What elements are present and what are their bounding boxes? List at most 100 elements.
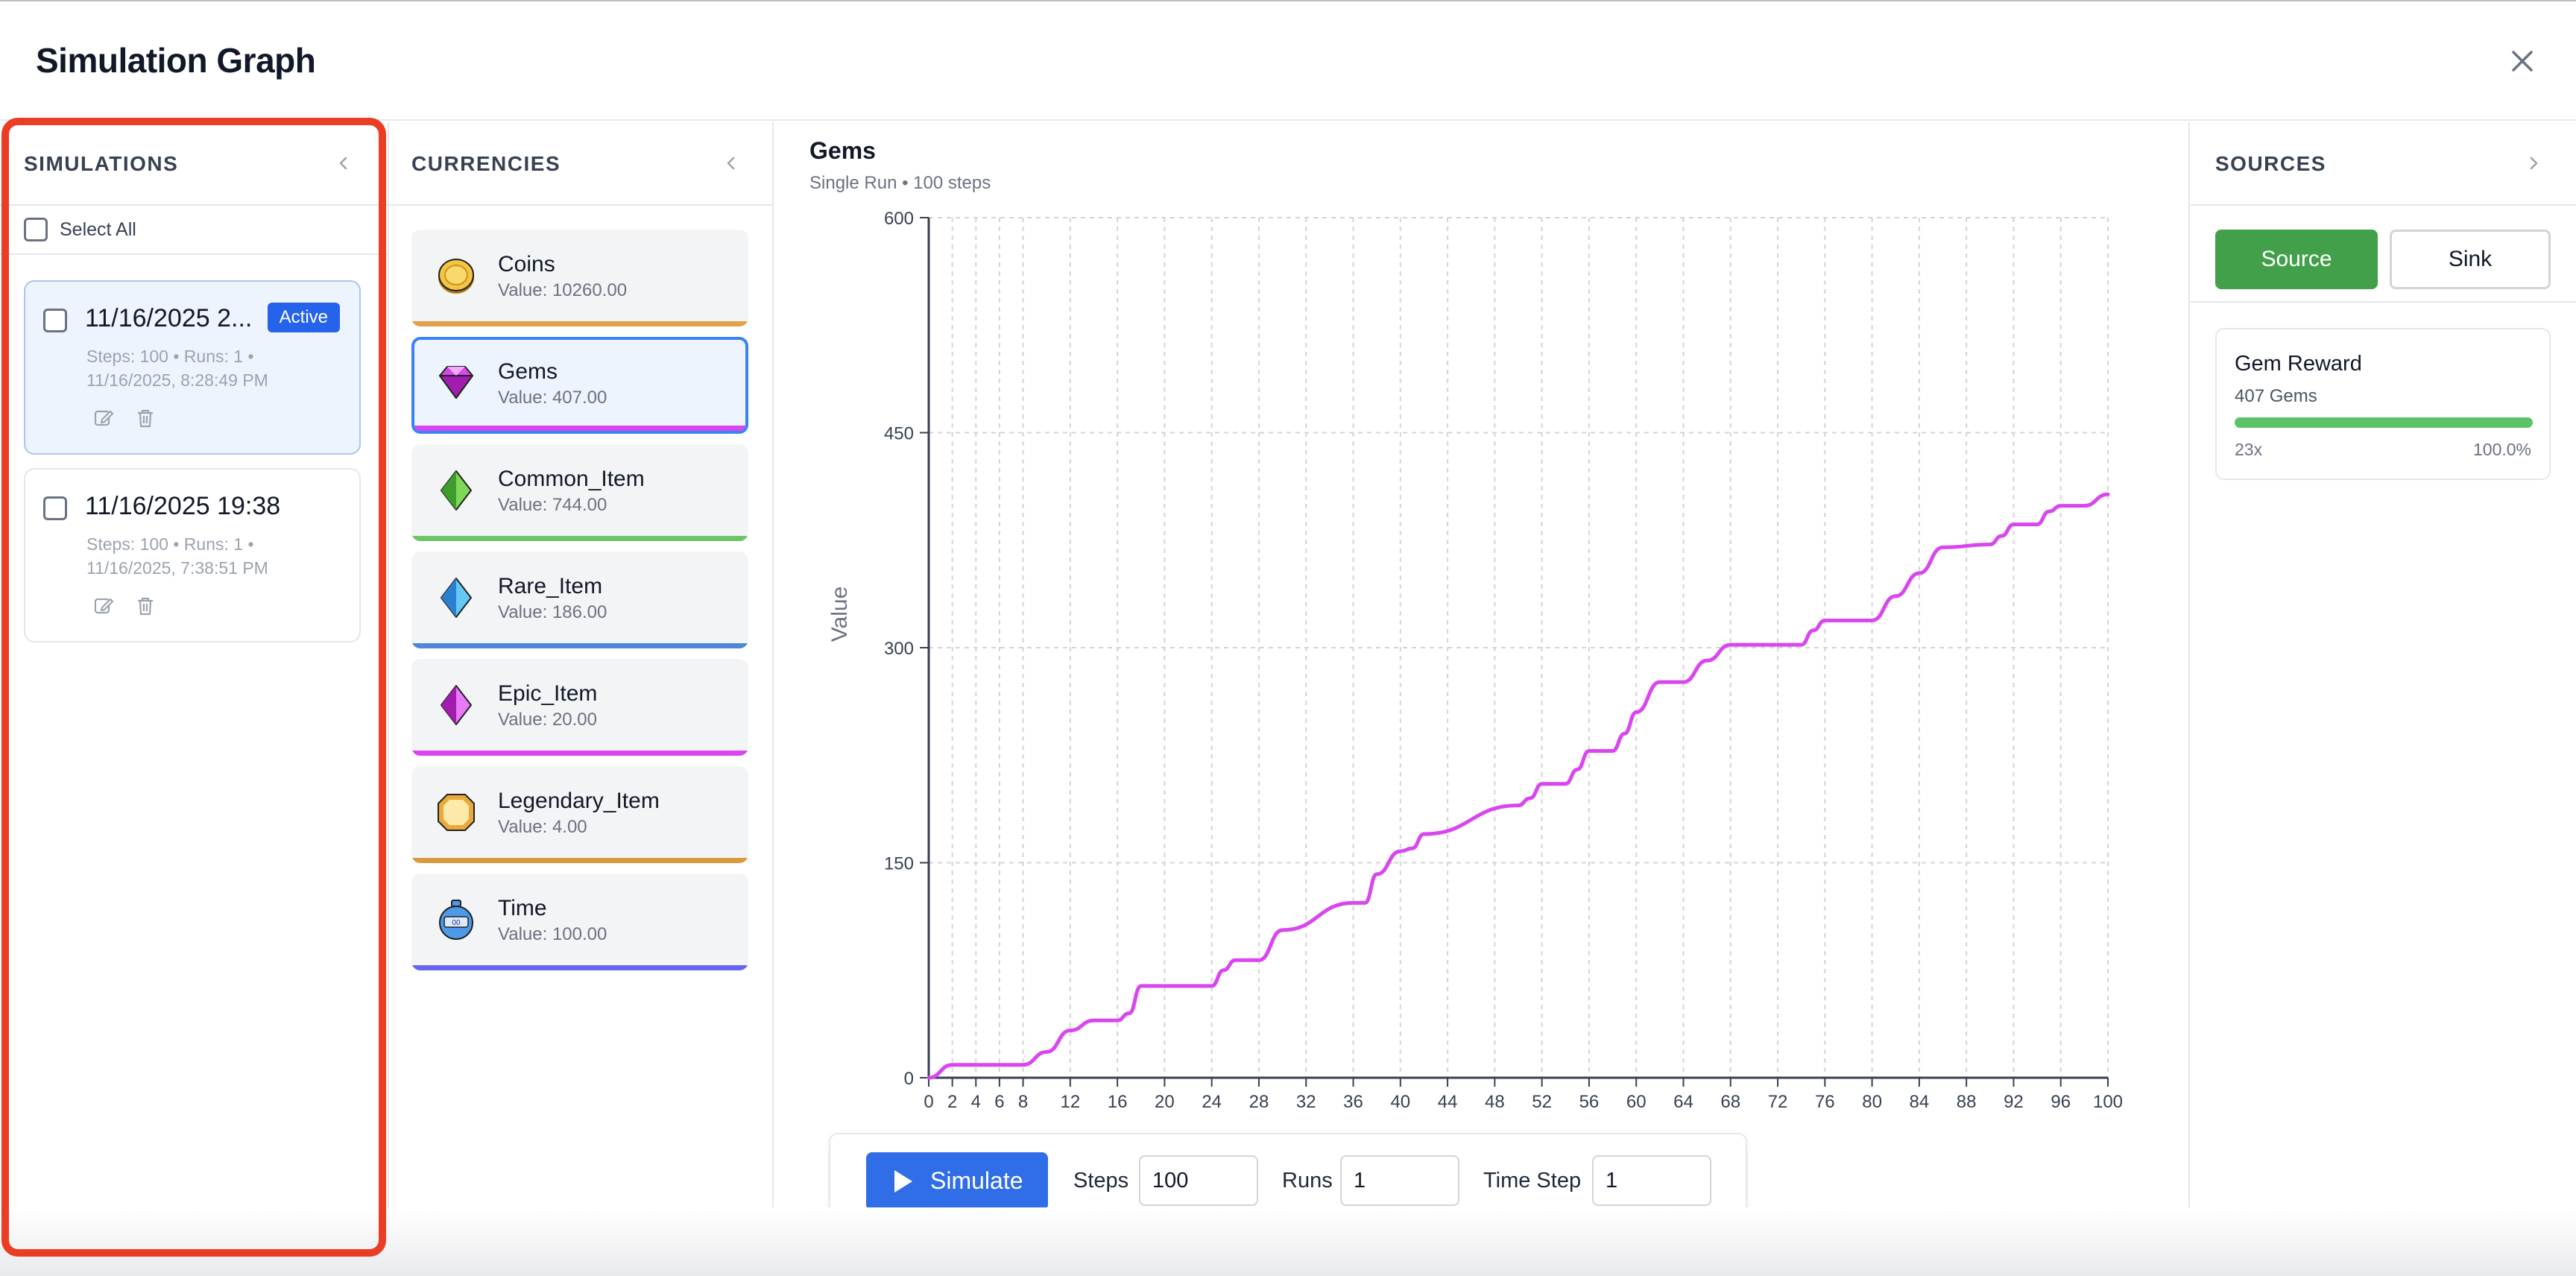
simulation-meta-line2: 11/16/2025, 8:28:49 PM — [86, 370, 268, 390]
y-tick-label: 150 — [884, 854, 914, 874]
y-axis-label: Value — [827, 587, 852, 642]
currency-card-coins[interactable]: Coins Value: 10260.00 — [411, 230, 748, 326]
x-tick-label: 84 — [1910, 1092, 1930, 1112]
source-percent: 100.0% — [2472, 440, 2531, 459]
x-tick-label: 0 — [924, 1092, 933, 1112]
time-step-input[interactable] — [1592, 1155, 1711, 1206]
green-crystal-icon — [441, 470, 472, 511]
simulation-checkbox[interactable] — [43, 309, 67, 332]
y-tick-label: 600 — [884, 209, 914, 229]
status-badge: Active — [267, 303, 340, 332]
x-tick-label: 80 — [1862, 1092, 1882, 1112]
x-tick-label: 36 — [1343, 1092, 1363, 1112]
sink-tab-button[interactable]: Sink — [2390, 230, 2551, 289]
currency-card-gems[interactable]: Gems Value: 407.00 — [411, 337, 748, 434]
runs-input[interactable] — [1340, 1155, 1459, 1206]
currency-name: Epic_Item — [498, 681, 598, 706]
coin-icon — [438, 259, 474, 294]
x-tick-label: 64 — [1673, 1092, 1693, 1112]
chevron-right-icon[interactable] — [2522, 152, 2545, 174]
currency-value: Value: 20.00 — [498, 710, 597, 730]
simulation-meta-line1: Steps: 100 • Runs: 1 • — [86, 534, 254, 554]
progress-track — [2235, 417, 2533, 428]
sources-heading: SOURCES — [2215, 152, 2326, 175]
trash-icon[interactable] — [134, 407, 157, 429]
simulation-meta-line2: 11/16/2025, 7:38:51 PM — [86, 558, 268, 578]
panel-divider — [388, 122, 389, 1210]
x-tick-label: 56 — [1579, 1092, 1600, 1112]
source-title: Gem Reward — [2235, 352, 2362, 376]
chart-title: Gems — [809, 137, 876, 164]
close-icon[interactable] — [2504, 43, 2540, 79]
divider — [2190, 301, 2576, 303]
currency-color-bar — [411, 643, 748, 648]
x-tick-label: 32 — [1296, 1092, 1316, 1112]
divider — [389, 204, 772, 206]
divider — [0, 253, 388, 255]
x-tick-label: 48 — [1485, 1092, 1505, 1112]
chevron-left-icon[interactable] — [332, 152, 355, 174]
currency-name: Legendary_Item — [498, 789, 660, 813]
currency-card-epic-item[interactable]: Epic_Item Value: 20.00 — [411, 659, 748, 756]
line-chart: 0 2 4 6 8 12 16 20 24 28 32 36 40 44 48 52 56 60 64 68 72 76 8… — [827, 209, 2123, 1112]
x-tick-label: 6 — [994, 1092, 1004, 1112]
currency-color-bar — [414, 426, 745, 431]
blue-crystal-icon — [441, 578, 472, 618]
currency-color-bar — [411, 858, 748, 863]
play-icon — [894, 1170, 912, 1193]
x-tick-label: 68 — [1720, 1092, 1740, 1112]
edit-icon[interactable] — [92, 595, 115, 617]
series-line — [926, 492, 2110, 1080]
x-tick-label: 2 — [947, 1092, 957, 1112]
select-all-checkbox[interactable] — [24, 218, 48, 241]
currency-color-bar — [411, 965, 748, 970]
clock-icon: 00 — [439, 900, 473, 940]
simulate-button[interactable]: Simulate — [866, 1152, 1048, 1210]
source-count: 23x — [2235, 440, 2263, 459]
purple-crystal-icon — [441, 685, 472, 725]
x-tick-label: 4 — [971, 1092, 981, 1112]
currency-card-common-item[interactable]: Common_Item Value: 744.00 — [411, 444, 748, 541]
x-tick-label: 12 — [1060, 1092, 1080, 1112]
simulation-meta: Steps: 100 • Runs: 1 • 11/16/2025, 7:38:5… — [86, 532, 332, 580]
select-all-label: Select All — [60, 219, 136, 240]
currency-name: Common_Item — [498, 467, 645, 491]
simulation-item[interactable]: 11/16/2025 19:38 Steps: 100 • Runs: 1 • 1… — [24, 468, 361, 642]
simulation-name: 11/16/2025 19:38 — [85, 492, 281, 520]
currency-name: Time — [498, 896, 547, 920]
x-tick-label: 100 — [2093, 1092, 2123, 1112]
currency-card-rare-item[interactable]: Rare_Item Value: 186.00 — [411, 552, 748, 648]
edit-icon[interactable] — [92, 407, 115, 429]
gold-octagon-icon — [438, 794, 475, 831]
x-tick-label: 20 — [1155, 1092, 1175, 1112]
time-step-label: Time Step — [1483, 1169, 1582, 1193]
divider — [2190, 204, 2576, 206]
window-top-border — [0, 0, 2576, 1]
chart-subtitle: Single Run • 100 steps — [809, 173, 991, 193]
currency-card-legendary-item[interactable]: Legendary_Item Value: 4.00 — [411, 766, 748, 863]
source-tab-button[interactable]: Source — [2215, 230, 2378, 289]
source-amount: 407 Gems — [2235, 386, 2317, 406]
chart-grid — [929, 217, 2109, 1078]
x-tick-label: 92 — [2004, 1092, 2024, 1112]
currency-card-time[interactable]: 00 Time Value: 100.00 — [411, 874, 748, 970]
panel-divider — [2188, 122, 2190, 1210]
currency-value: Value: 744.00 — [498, 495, 607, 515]
divider — [0, 204, 388, 206]
y-tick-label: 0 — [904, 1069, 914, 1089]
simulation-checkbox[interactable] — [43, 496, 67, 520]
currency-value: Value: 100.00 — [498, 924, 607, 944]
chevron-left-icon[interactable] — [720, 152, 742, 174]
currency-color-bar — [411, 321, 748, 326]
y-tick-label: 300 — [884, 639, 914, 659]
currency-value: Value: 407.00 — [498, 388, 607, 408]
trash-icon[interactable] — [134, 595, 157, 617]
dialog-header: Simulation Graph — [0, 1, 2576, 121]
source-card[interactable]: Gem Reward 407 Gems 23x 100.0% — [2215, 328, 2551, 480]
x-tick-label: 44 — [1438, 1092, 1458, 1112]
steps-input[interactable] — [1139, 1155, 1258, 1206]
simulation-item[interactable]: 11/16/2025 2... Active Steps: 100 • Runs… — [24, 280, 361, 455]
currencies-heading: CURRENCIES — [411, 152, 561, 175]
steps-label: Steps — [1073, 1169, 1129, 1193]
x-tick-label: 52 — [1532, 1092, 1552, 1112]
